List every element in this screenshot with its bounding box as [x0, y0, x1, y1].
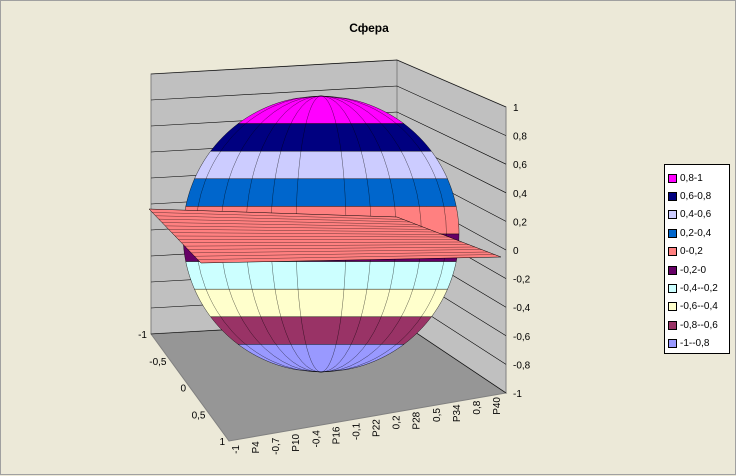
legend-swatch	[668, 192, 677, 201]
legend-item: -1--0,8	[668, 335, 729, 353]
legend-label: -0,2-0	[680, 265, 706, 276]
legend-label: 0,2-0,4	[680, 228, 711, 239]
legend-label: 0,6-0,8	[680, 191, 711, 202]
legend-swatch	[668, 266, 677, 275]
z-tick-label: 0,2	[513, 217, 527, 228]
z-tick-label: -0,6	[513, 332, 531, 343]
legend-swatch	[668, 284, 677, 293]
legend: 0,8-1 0,6-0,8 0,4-0,6 0,2-0,4 0-0,2 -0,2-0 -0,…	[664, 164, 730, 354]
z-tick-label: 0,6	[513, 160, 527, 171]
x-tick-label: P34	[452, 404, 463, 422]
x-tick-label: P28	[412, 411, 423, 429]
depth-tick-label: -1	[138, 330, 147, 341]
legend-swatch	[668, 247, 677, 256]
sphere-band	[186, 179, 456, 207]
z-tick-label: 0,8	[513, 132, 527, 143]
legend-label: -1--0,8	[680, 338, 709, 349]
x-tick-label: 0,5	[432, 408, 443, 422]
depth-tick-label: 0,5	[192, 410, 206, 421]
z-tick-label: 0	[513, 246, 519, 257]
legend-item: 0-0,2	[668, 243, 729, 261]
legend-label: -0,8--0,6	[680, 320, 718, 331]
sphere-band	[211, 124, 432, 152]
legend-item: 0,2-0,4	[668, 224, 729, 242]
depth-tick-label: 0	[180, 384, 186, 395]
sphere-band	[211, 317, 432, 345]
depth-tick-label: -0,5	[149, 357, 167, 368]
depth-tick-label: 1	[219, 437, 225, 448]
legend-label: -0,4--0,2	[680, 283, 718, 294]
legend-swatch	[668, 229, 677, 238]
x-tick-label: -1	[231, 445, 242, 454]
legend-item: 0,8-1	[668, 169, 729, 187]
x-tick-label: P16	[331, 426, 342, 444]
legend-label: 0-0,2	[680, 246, 703, 257]
legend-label: -0,6--0,4	[680, 301, 718, 312]
sphere-band	[195, 289, 448, 317]
legend-swatch	[668, 339, 677, 348]
legend-item: -0,4--0,2	[668, 279, 729, 297]
sphere-band	[195, 151, 448, 179]
x-tick-label: -0,1	[351, 422, 362, 440]
legend-swatch	[668, 210, 677, 219]
z-tick-label: -0,4	[513, 303, 531, 314]
x-tick-label: 0,2	[392, 415, 403, 429]
legend-label: 0,4-0,6	[680, 209, 711, 220]
z-tick-label: 1	[513, 103, 519, 114]
z-tick-label: -0,2	[513, 275, 531, 286]
legend-swatch	[668, 174, 677, 183]
x-tick-label: P10	[291, 433, 302, 451]
z-tick-label: 0,4	[513, 189, 527, 200]
x-tick-label: P4	[251, 441, 262, 454]
x-tick-label: -0,7	[271, 437, 282, 455]
z-tick-label: -0,8	[513, 360, 531, 371]
x-tick-label: 0,8	[472, 400, 483, 414]
legend-label: 0,8-1	[680, 173, 703, 184]
z-tick-label: -1	[513, 389, 522, 400]
x-tick-label: P40	[492, 397, 503, 415]
legend-item: 0,6-0,8	[668, 187, 729, 205]
legend-swatch	[668, 321, 677, 330]
x-tick-label: -0,4	[311, 430, 322, 448]
legend-item: -0,8--0,6	[668, 316, 729, 334]
legend-item: -0,2-0	[668, 261, 729, 279]
legend-swatch	[668, 302, 677, 311]
legend-item: 0,4-0,6	[668, 206, 729, 224]
legend-item: -0,6--0,4	[668, 298, 729, 316]
x-tick-label: P22	[372, 419, 383, 437]
sphere-band	[186, 262, 456, 290]
